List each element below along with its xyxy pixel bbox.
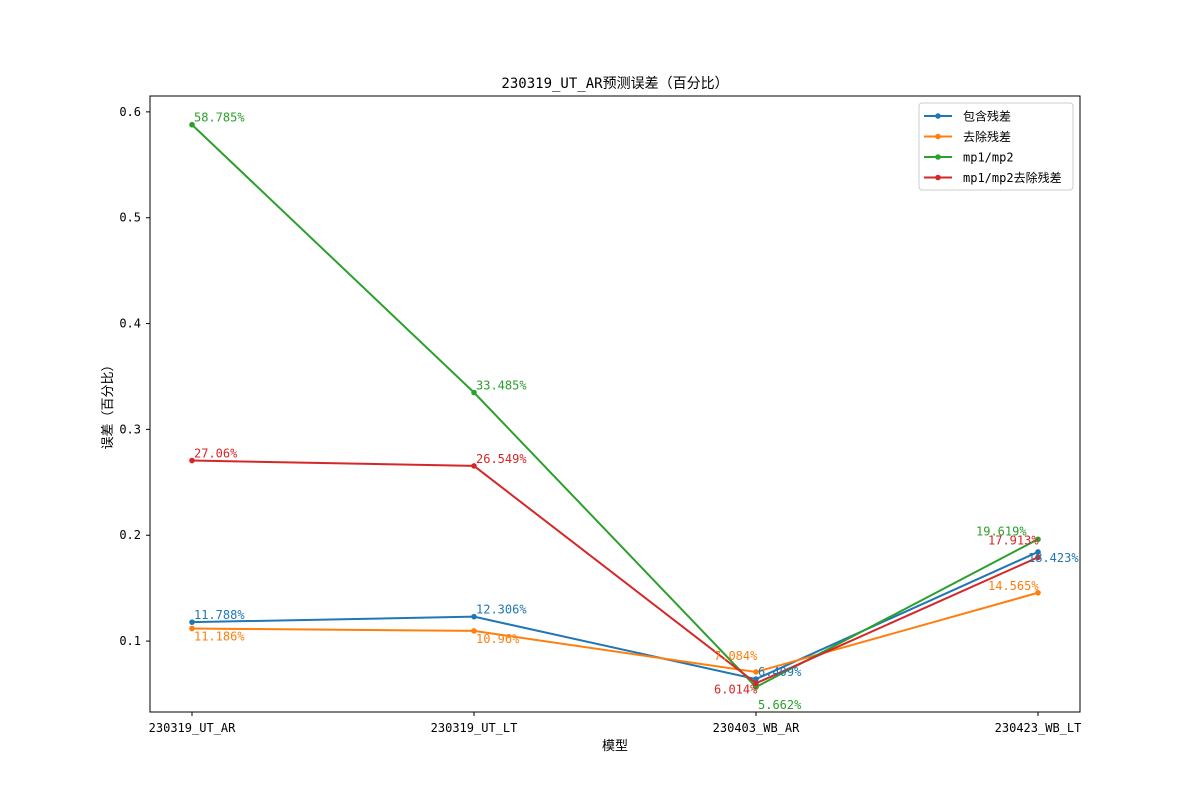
- y-tick-label: 0.6: [119, 105, 141, 119]
- data-label: 26.549%: [476, 452, 527, 466]
- y-tick-label: 0.3: [119, 422, 141, 436]
- data-label: 11.788%: [194, 608, 245, 622]
- x-tick-label: 230423_WB_LT: [995, 721, 1082, 735]
- data-label: 17.913%: [988, 533, 1039, 547]
- y-tick-label: 0.2: [119, 528, 141, 542]
- x-tick-label: 230319_UT_LT: [431, 721, 518, 735]
- data-label: 19.619%: [976, 524, 1027, 538]
- data-point: [1035, 536, 1041, 543]
- plot-frame: [149, 95, 1081, 713]
- chart-title: 230319_UT_AR预测误差（百分比）: [501, 76, 728, 92]
- data-label: 11.186%: [194, 630, 245, 644]
- data-point: [471, 628, 477, 634]
- legend-label: mp1/mp2去除残差: [963, 170, 1062, 185]
- data-point: [471, 463, 477, 469]
- data-point: [753, 676, 759, 682]
- legend-label: mp1/mp2: [963, 151, 1014, 165]
- data-label: 27.06%: [194, 447, 238, 461]
- data-point: [1035, 554, 1041, 561]
- y-axis: 0.1 0.2 0.3 0.4 0.5 0.6: [119, 105, 150, 648]
- legend-marker: [935, 133, 941, 140]
- data-label: 7.084%: [714, 649, 758, 663]
- data-label: 6.014%: [714, 682, 758, 696]
- legend-marker: [935, 174, 941, 181]
- data-label: 12.306%: [476, 603, 527, 617]
- y-tick-label: 0.5: [119, 211, 141, 225]
- data-point: [1035, 549, 1041, 555]
- x-axis-label: 模型: [602, 739, 628, 754]
- data-point: [471, 613, 477, 620]
- legend-marker: [935, 113, 941, 119]
- series-line: [191, 459, 1039, 685]
- data-label: 58.785%: [194, 111, 245, 125]
- data-label: 6.409%: [758, 665, 802, 679]
- y-tick-label: 0.4: [119, 317, 141, 331]
- data-labels-layer: 11.788% 12.306% 6.409% 18.423% 11.186% 10.96%…: [194, 111, 1079, 712]
- legend-label: 包含残差: [963, 109, 1011, 124]
- data-point: [189, 457, 195, 464]
- legend-box: [918, 102, 1074, 191]
- series-line: [191, 551, 1039, 681]
- x-tick-label: 230403_WB_AR: [713, 721, 800, 735]
- y-tick-label: 0.1: [119, 634, 141, 648]
- series-layer: [189, 121, 1041, 690]
- series-line: [191, 591, 1039, 673]
- data-point: [189, 619, 195, 625]
- y-axis-label: 误差（百分比）: [101, 358, 116, 449]
- data-point: [189, 625, 195, 632]
- series-line: [191, 124, 1039, 689]
- x-tick-label: 230319_UT_AR: [149, 721, 236, 735]
- data-label: 18.423%: [1028, 551, 1079, 565]
- x-axis: 230319_UT_AR 230319_UT_LT 230403_WB_AR 2304…: [149, 712, 1082, 735]
- data-label: 33.485%: [476, 379, 527, 393]
- data-point: [471, 389, 477, 396]
- data-point: [753, 680, 759, 687]
- legend-marker: [935, 154, 941, 160]
- data-point: [189, 121, 195, 128]
- data-label: 14.565%: [988, 579, 1039, 593]
- data-label: 10.96%: [476, 632, 520, 646]
- legend-label: 去除残差: [963, 129, 1011, 144]
- data-label: 5.662%: [758, 698, 802, 712]
- data-point: [753, 669, 759, 675]
- data-point: [1035, 589, 1041, 596]
